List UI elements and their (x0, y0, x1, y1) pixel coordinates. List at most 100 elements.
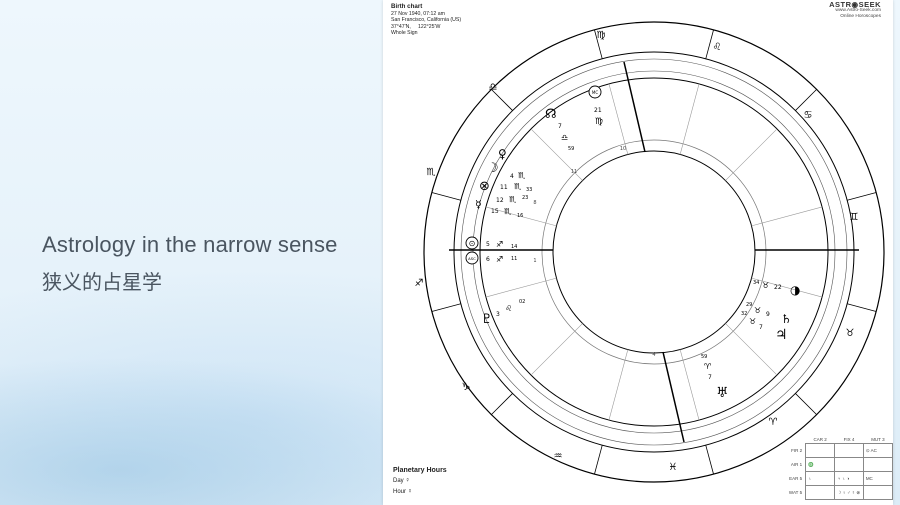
chart-header: Birth chart 27 Nov 1940, 07:12 am San Fr… (391, 3, 462, 37)
sagittarius-sign-glyph: ♐ (415, 278, 424, 289)
cancer-sign-glyph: ♋ (804, 110, 813, 121)
degree-ring-inner (472, 70, 836, 434)
col-header: CAR 2 (813, 436, 827, 442)
mercury-icon: ☿ (405, 478, 410, 484)
table-cell (834, 443, 864, 458)
planetary-hours-hour: Hour ☿ (393, 487, 447, 498)
lilith-degree: 22 (774, 284, 782, 291)
mc-marker (588, 85, 602, 99)
jupiter-sign-icon: ♉ (749, 317, 756, 326)
sun-icon: ⊙ (469, 239, 476, 248)
libra-sign-glyph: ♎ (489, 82, 498, 93)
mercury-degree: 15 (491, 208, 499, 215)
row-header: AIR 1 (790, 462, 803, 467)
house-number: 11 (571, 169, 577, 175)
table-cell: ♃ ♄ ◑ (834, 471, 864, 486)
moon-degree: 11 (500, 184, 508, 191)
planetary-hours-day: Day ☿ (393, 476, 447, 487)
moon-icon: ☽ (487, 161, 499, 176)
north-node-degree: 7 (558, 123, 562, 130)
leo-sign-glyph: ♌ (713, 42, 722, 53)
asc-label: ASC (468, 256, 476, 261)
table-cell: ♎ (805, 457, 836, 472)
moon-minutes: 33 (526, 187, 532, 193)
lilith-icon: ◑ (790, 283, 801, 297)
sun-degree: 5 (486, 241, 490, 248)
aspect-ring (552, 150, 756, 354)
pluto-sign-icon: ♌ (505, 304, 512, 313)
chart-place: San Francisco, California (US) (391, 17, 462, 24)
mercury-sign-icon: ♏ (504, 207, 512, 216)
lilith-minutes: 34 (753, 280, 759, 286)
sun-minutes: 14 (511, 244, 517, 250)
aquarius-sign-glyph: ♒ (554, 451, 563, 462)
slide-title-block: Astrology in the narrow sense 狭义的占星学 (42, 232, 338, 295)
planetary-hours-title: Planetary Hours (393, 467, 447, 474)
chart-house-system: Whole Sign (391, 30, 418, 37)
planet-cluster-taurus: 34 ♉ 22 ◑ 29 ♉ 9 ♄ 32 ♉ 7 ♃ 59 ♈ 7 ♅ (701, 280, 801, 401)
zodiac-glyphs: ♍ ♌ ♋ ♊ ♉ ♈ ♓ ♒ ♑ ♐ ♏ ♎ (415, 30, 859, 473)
uranus-degree: 7 (708, 374, 712, 381)
day-label: Day (393, 478, 404, 484)
table-cell: ⊙ AC (862, 443, 893, 458)
asc-degree: 6 (486, 256, 490, 263)
pisces-sign-glyph: ♓ (669, 462, 678, 473)
brand-tagline: Online Horoscopes (840, 14, 881, 19)
table-cell: ♄ (805, 471, 836, 486)
table-cell (834, 457, 864, 472)
mars-sign-icon: ♏ (509, 195, 517, 204)
mercury-icon: ☿ (475, 198, 482, 211)
saturn-degree: 9 (766, 311, 770, 318)
moon-sign-icon: ♏ (514, 182, 522, 191)
pluto-minutes: 02 (519, 299, 525, 305)
aries-sign-glyph: ♈ (769, 417, 778, 428)
col-header: FIX 4 (843, 436, 855, 442)
mars-degree: 12 (496, 197, 504, 204)
row-header: FIR 2 (791, 448, 803, 453)
saturn-icon: ♄ (781, 312, 792, 326)
sun-marker (465, 236, 479, 250)
jupiter-degree: 7 (759, 324, 763, 331)
col-header: MUT 3 (871, 436, 885, 442)
planetary-hours: Planetary Hours Day ☿ Hour ☿ (393, 465, 447, 498)
chart-coords: 37°47'N, 122°25'W (391, 23, 441, 30)
asc-minutes: 11 (511, 256, 517, 262)
saturn-minutes: 29 (746, 302, 752, 308)
uranus-icon: ♅ (716, 385, 729, 401)
mc-degree: 21 (594, 107, 602, 114)
asc-marker (465, 251, 479, 265)
venus-degree: 4 (510, 173, 514, 180)
libra-tag-degree: 59 (568, 146, 574, 152)
taurus-sign-glyph: ♉ (846, 328, 855, 339)
house-number: 4 (652, 352, 655, 358)
table-cell (862, 457, 893, 472)
uranus-sign-icon: ♈ (704, 362, 711, 371)
venus-sign-icon: ♏ (518, 171, 526, 180)
table-row: WAT 5 ☽ ♀ ♂ ☿ ⊗ (777, 485, 893, 500)
table-row: FIR 2 ⊙ AC (777, 443, 893, 458)
house-lines (485, 83, 823, 421)
pluto-degree: 3 (496, 311, 500, 318)
pluto-icon: ♇ (481, 312, 493, 327)
table-row: EAR 5 ♄ ♃ ♄ ◑ MC (777, 471, 893, 486)
mc-label: MC (592, 90, 598, 95)
house-number: 10 (620, 146, 626, 152)
outer-ring (423, 21, 885, 483)
house-ring (479, 77, 829, 427)
brand-block: ASTR◉SEEK www.Astro-Seek.com Online Horo… (829, 1, 881, 20)
jupiter-icon: ♃ (775, 327, 788, 343)
house-numbers: 10 11 8 1 4 (533, 146, 655, 358)
virgo-sign-glyph: ♍ (597, 30, 606, 41)
sign-ring (453, 51, 855, 453)
brand-url: www.Astro-Seek.com (835, 8, 881, 13)
scorpio-sign-glyph: ♏ (427, 167, 436, 178)
lilith-sign-icon: ♉ (762, 281, 769, 290)
capricorn-sign-glyph: ♑ (462, 382, 471, 393)
libra-tag-icon: ♎ (561, 133, 568, 142)
birth-chart-sheet: Birth chart 27 Nov 1940, 07:12 am San Fr… (383, 0, 893, 505)
saturn-sign-icon: ♉ (754, 306, 761, 315)
north-node-icon: ☊ (545, 107, 557, 122)
slide-title-chinese: 狭义的占星学 (42, 270, 162, 294)
table-cell: ☽ ♀ ♂ ☿ ⊗ (834, 485, 864, 500)
mercury-icon: ☿ (407, 489, 413, 495)
